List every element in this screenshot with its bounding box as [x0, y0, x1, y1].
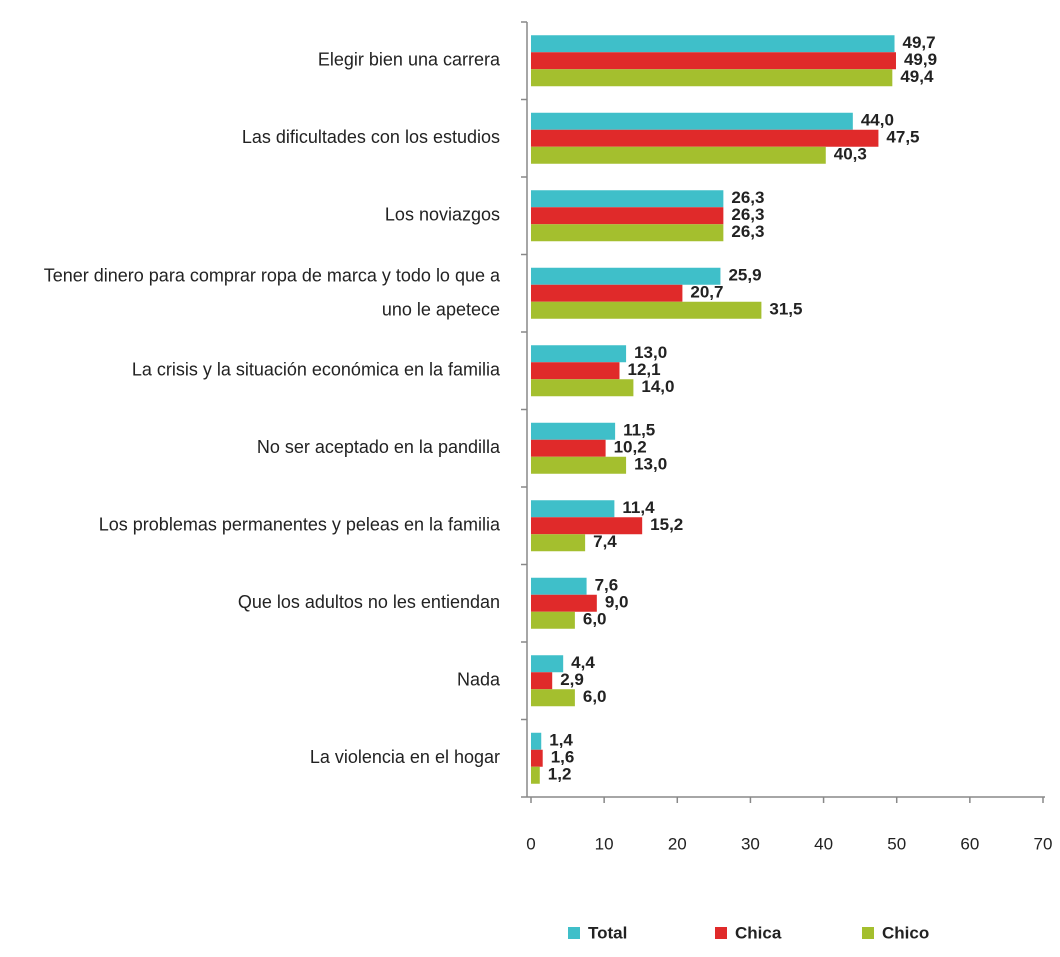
- value-label: 15,2: [650, 515, 683, 534]
- x-tick-label: 60: [960, 834, 979, 853]
- category-label: Tener dinero para comprar ropa de marca …: [44, 265, 501, 319]
- bar: [531, 35, 895, 53]
- x-tick-label: 40: [814, 834, 833, 853]
- bar: [531, 345, 627, 363]
- category-label: Los problemas permanentes y peleas en la…: [99, 515, 501, 535]
- value-label: 26,3: [731, 205, 764, 224]
- legend-swatch: [862, 927, 874, 939]
- bar: [531, 207, 724, 225]
- value-label: 6,0: [583, 687, 607, 706]
- value-label: 25,9: [728, 266, 761, 285]
- value-label: 7,4: [593, 532, 617, 551]
- value-label: 7,6: [595, 576, 619, 595]
- value-label: 40,3: [834, 145, 867, 164]
- value-label: 31,5: [769, 300, 802, 319]
- value-label: 20,7: [690, 283, 723, 302]
- legend-swatch: [568, 927, 580, 939]
- bar: [531, 611, 575, 629]
- x-tick-label: 10: [595, 834, 614, 853]
- value-label: 13,0: [634, 455, 667, 474]
- bar: [531, 732, 542, 750]
- value-label: 12,1: [628, 360, 661, 379]
- bar: [531, 224, 724, 242]
- value-label: 47,5: [886, 128, 919, 147]
- x-tick-label: 30: [741, 834, 760, 853]
- category-label: No ser aceptado en la pandilla: [257, 437, 501, 457]
- value-label: 2,9: [560, 670, 584, 689]
- value-label: 49,4: [900, 67, 934, 86]
- bar: [531, 517, 643, 535]
- bar: [531, 594, 597, 612]
- bar: [531, 534, 586, 552]
- value-label: 11,4: [622, 498, 655, 517]
- bar: [531, 689, 575, 707]
- value-label: 9,0: [605, 593, 629, 612]
- x-tick-label: 0: [526, 834, 535, 853]
- category-label: Los noviazgos: [385, 205, 500, 225]
- category-label: Elegir bien una carrera: [318, 50, 501, 70]
- value-label: 11,5: [623, 421, 655, 440]
- bar: [531, 379, 634, 397]
- category-label: La violencia en el hogar: [310, 747, 500, 767]
- value-label: 1,2: [548, 765, 572, 784]
- bar: [531, 439, 606, 457]
- bar: [531, 456, 627, 474]
- category-label: Que los adultos no les entiendan: [238, 592, 500, 612]
- x-tick-label: 70: [1034, 834, 1053, 853]
- bar: [531, 52, 896, 70]
- bar: [531, 129, 879, 147]
- bar: [531, 655, 564, 673]
- x-tick-label: 20: [668, 834, 687, 853]
- category-label: Nada: [457, 670, 501, 690]
- legend-label: Total: [588, 923, 627, 942]
- value-label: 49,9: [904, 50, 937, 69]
- bar: [531, 146, 826, 164]
- value-label: 10,2: [614, 438, 647, 457]
- legend-label: Chica: [735, 923, 782, 942]
- bar: [531, 267, 721, 285]
- value-label: 26,3: [731, 188, 764, 207]
- bar: [531, 301, 762, 319]
- bar: [531, 69, 893, 87]
- bar: [531, 749, 543, 767]
- value-label: 1,6: [551, 748, 575, 767]
- bar: [531, 577, 587, 595]
- value-label: 13,0: [634, 343, 667, 362]
- value-label: 44,0: [861, 111, 894, 130]
- bar: [531, 190, 724, 208]
- value-label: 14,0: [641, 377, 674, 396]
- bar: [531, 672, 553, 690]
- legend-swatch: [715, 927, 727, 939]
- value-label: 6,0: [583, 610, 607, 629]
- value-label: 4,4: [571, 653, 595, 672]
- bar: [531, 500, 615, 518]
- legend-label: Chico: [882, 923, 929, 942]
- value-label: 26,3: [731, 222, 764, 241]
- bar: [531, 362, 620, 380]
- value-label: 49,7: [903, 33, 936, 52]
- category-label: La crisis y la situación económica en la…: [132, 360, 501, 380]
- x-tick-label: 50: [887, 834, 906, 853]
- bar: [531, 112, 853, 130]
- bar: [531, 766, 540, 784]
- bar: [531, 422, 616, 440]
- category-label: Las dificultades con los estudios: [242, 127, 500, 147]
- value-label: 1,4: [549, 731, 573, 750]
- bar: [531, 284, 683, 302]
